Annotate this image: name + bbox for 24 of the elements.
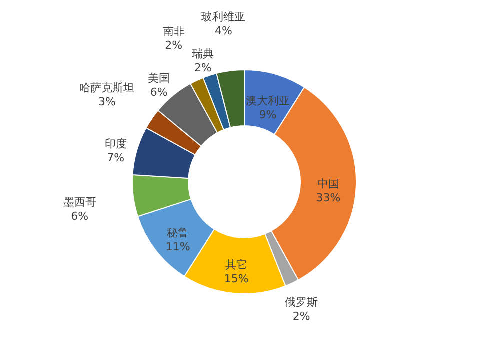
data-label: 7% <box>107 152 125 165</box>
slice-label: 俄罗斯 <box>285 296 318 310</box>
slice-label: 美国 <box>148 72 170 85</box>
slice-label: 澳大利亚 <box>246 94 290 108</box>
slice-label: 中国 <box>317 178 340 191</box>
data-label: 9% <box>259 108 277 122</box>
data-label: 2% <box>165 38 183 52</box>
data-label: 3% <box>98 96 116 109</box>
data-label: 11% <box>166 240 190 254</box>
data-label: 2% <box>194 62 212 75</box>
data-label: 6% <box>150 86 168 99</box>
slice-label: 秘鲁 <box>167 226 190 240</box>
slice-label: 哈萨克斯坦 <box>80 82 135 95</box>
slice-label: 瑞典 <box>192 48 214 61</box>
slice-label: 墨西哥 <box>63 196 96 209</box>
data-label: 33% <box>316 192 341 205</box>
slice-label: 印度 <box>104 138 127 151</box>
slice-label: 其它 <box>226 258 248 272</box>
slice-label: 玻利维亚 <box>202 10 246 24</box>
data-label: 6% <box>71 210 89 223</box>
data-label: 2% <box>292 310 310 324</box>
data-label: 4% <box>214 24 232 38</box>
data-label: 15% <box>224 272 249 286</box>
slice-label: 南非 <box>162 24 185 38</box>
